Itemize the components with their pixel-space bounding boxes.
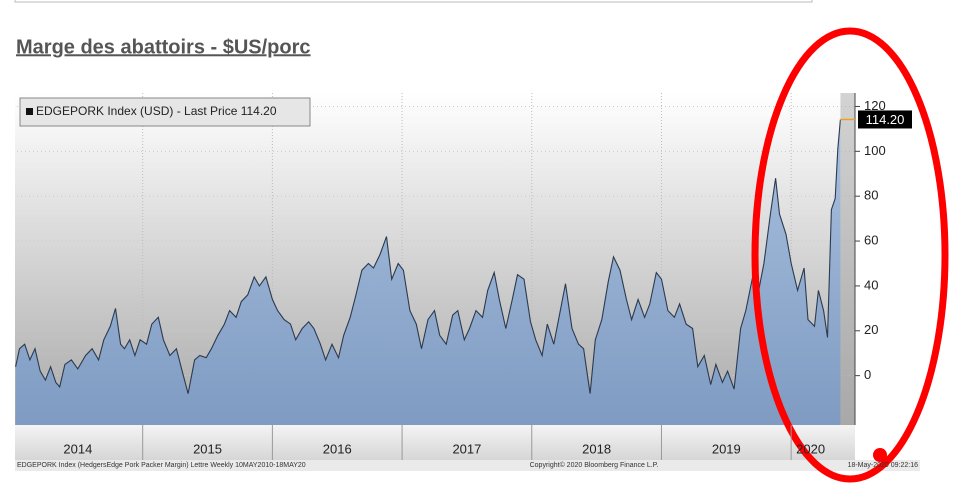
footer-right: 18-May-2020 09:22:16 xyxy=(848,462,919,469)
x-tick-label: 2016 xyxy=(323,441,352,456)
legend: EDGEPORK Index (USD) - Last Price 114.20 xyxy=(19,97,311,127)
legend-swatch xyxy=(26,108,33,115)
plot xyxy=(15,93,855,425)
y-tick-label: 40 xyxy=(864,277,878,292)
x-tick-label: 2015 xyxy=(193,441,222,456)
footer-center: Copyright© 2020 Bloomberg Finance L.P. xyxy=(530,461,659,469)
series-line xyxy=(15,119,841,394)
highlight-ellipse xyxy=(751,27,949,483)
y-tick-label: 20 xyxy=(864,322,878,337)
footer-band xyxy=(15,460,920,471)
last-price-tag xyxy=(858,110,912,129)
page-title: Marge des abattoirs - $US/porc xyxy=(16,36,311,58)
top-box xyxy=(14,0,813,3)
y-tick-label: 100 xyxy=(864,143,886,158)
overlay: 114.20 xyxy=(840,110,912,129)
legend-box xyxy=(19,97,311,127)
last-price-label: 114.20 xyxy=(866,112,905,127)
y-tick-label: 80 xyxy=(864,188,878,203)
x-tick-label: 2020 xyxy=(796,441,825,456)
legend-label: EDGEPORK Index (USD) - Last Price 114.20 xyxy=(36,104,277,118)
footer-left: EDGEPORK Index (HedgersEdge Pork Packer … xyxy=(17,462,306,469)
y-tick-label: 120 xyxy=(864,98,886,113)
area-fill xyxy=(15,119,841,425)
x-tick-label: 2018 xyxy=(582,441,611,456)
x-axis-band xyxy=(15,425,855,460)
future-region xyxy=(840,93,855,425)
highlight-dot xyxy=(873,448,887,462)
x-tick-label: 2014 xyxy=(63,441,92,456)
x-tick-label: 2017 xyxy=(452,441,481,456)
x-tick-label: 2019 xyxy=(712,441,741,456)
y-tick-label: 0 xyxy=(864,367,871,382)
y-tick-label: 60 xyxy=(864,232,878,247)
